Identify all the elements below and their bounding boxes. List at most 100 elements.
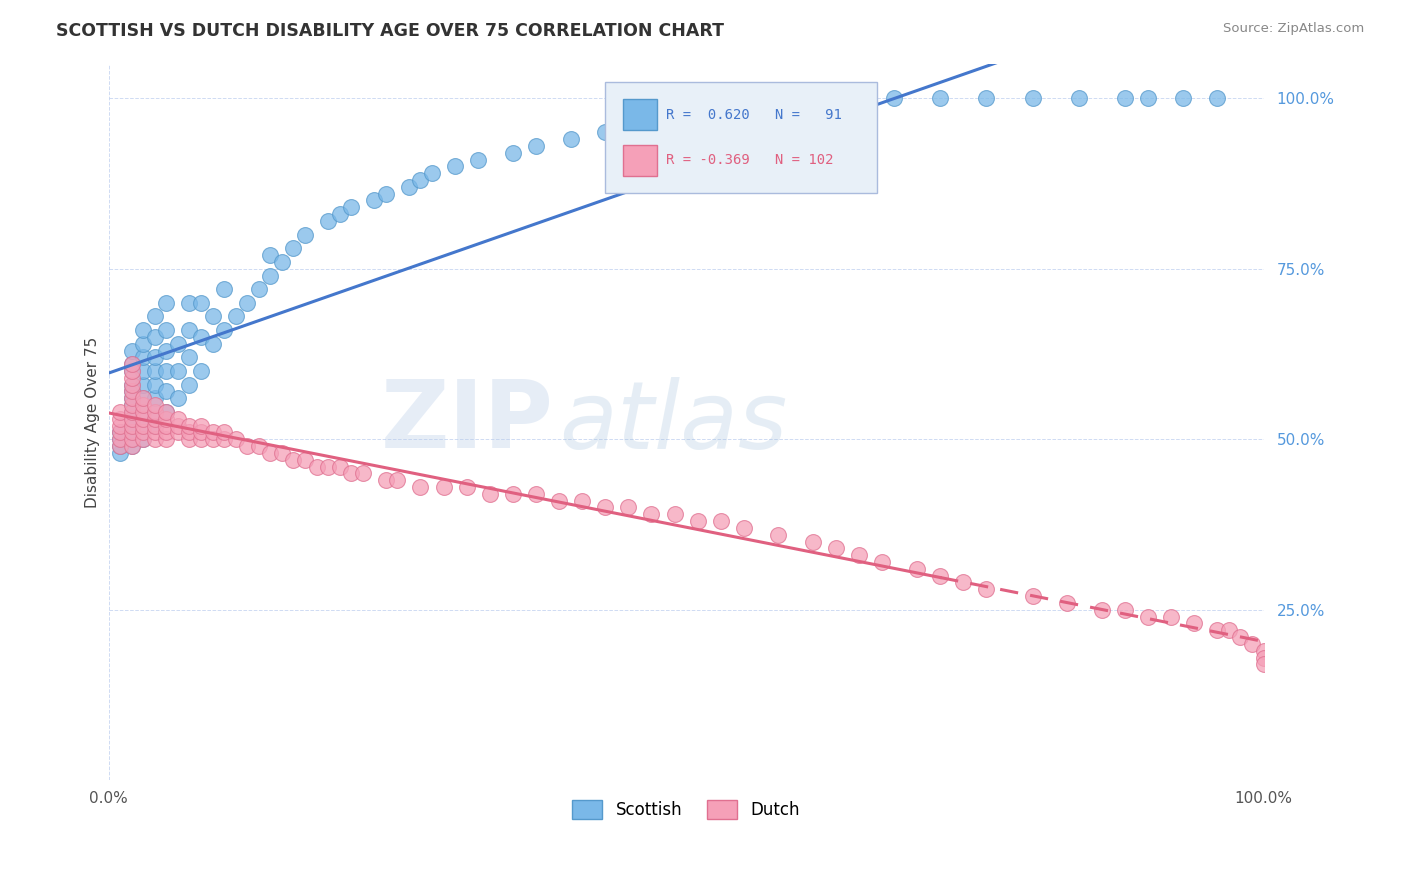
Point (121, 411, 143, 425)
Point (212, 425, 235, 440)
Point (167, 418, 190, 433)
Point (155, 364, 177, 378)
Point (409, 480, 432, 494)
Point (329, 459, 352, 474)
Point (190, 418, 212, 433)
Point (132, 351, 155, 365)
Point (1229, 630, 1251, 644)
Point (132, 392, 155, 406)
Point (143, 418, 166, 433)
Point (179, 425, 201, 440)
Point (1137, 91, 1160, 105)
Point (1021, 589, 1043, 603)
Point (108, 432, 131, 446)
Point (108, 425, 131, 440)
Point (143, 398, 166, 412)
Point (132, 405, 155, 419)
Point (316, 459, 339, 474)
Point (524, 487, 547, 501)
Point (121, 343, 143, 358)
Bar (623, 145, 657, 176)
Point (121, 432, 143, 446)
Point (502, 487, 524, 501)
Point (825, 541, 848, 556)
Point (167, 392, 190, 406)
Point (1160, 609, 1182, 624)
Point (190, 432, 212, 446)
Point (167, 425, 190, 440)
Point (1091, 603, 1114, 617)
Point (132, 432, 155, 446)
Point (132, 432, 155, 446)
Point (190, 330, 212, 344)
Point (121, 377, 143, 392)
Point (155, 411, 177, 425)
Point (837, 91, 859, 105)
Point (143, 364, 166, 378)
Point (259, 248, 281, 262)
Point (768, 527, 790, 541)
Point (1253, 657, 1275, 672)
Legend: Scottish, Dutch: Scottish, Dutch (565, 793, 807, 826)
Point (121, 405, 143, 419)
Point (340, 467, 363, 481)
Point (733, 521, 755, 535)
Point (132, 418, 155, 433)
Point (225, 310, 247, 324)
Point (132, 364, 155, 378)
Point (283, 452, 305, 467)
Point (155, 343, 177, 358)
Point (108, 425, 131, 440)
Point (236, 295, 259, 310)
Point (143, 418, 166, 433)
Point (167, 411, 190, 425)
Point (155, 384, 177, 399)
Point (121, 357, 143, 371)
Point (1253, 643, 1275, 657)
Point (247, 282, 270, 296)
Point (132, 377, 155, 392)
Point (190, 425, 212, 440)
Point (675, 112, 697, 126)
Point (294, 227, 316, 242)
Point (270, 446, 292, 460)
Point (929, 568, 952, 582)
Point (294, 452, 316, 467)
Point (167, 336, 190, 351)
Point (132, 398, 155, 412)
Point (593, 125, 616, 139)
Point (1067, 91, 1090, 105)
Point (121, 392, 143, 406)
Point (212, 323, 235, 337)
Point (432, 480, 454, 494)
Point (374, 186, 396, 201)
Point (1240, 637, 1263, 651)
Point (201, 425, 224, 440)
Point (121, 439, 143, 453)
Point (143, 411, 166, 425)
Point (640, 508, 662, 522)
Point (179, 432, 201, 446)
Point (548, 493, 571, 508)
Point (132, 405, 155, 419)
Text: atlas: atlas (560, 376, 787, 467)
Point (316, 214, 339, 228)
Point (201, 310, 224, 324)
Point (155, 425, 177, 440)
Point (1218, 624, 1240, 638)
Point (374, 473, 396, 487)
Point (143, 392, 166, 406)
Point (121, 398, 143, 412)
Point (270, 255, 292, 269)
Point (155, 295, 177, 310)
Point (121, 398, 143, 412)
Point (502, 145, 524, 160)
Point (143, 405, 166, 419)
Point (363, 194, 385, 208)
Point (478, 487, 501, 501)
Point (1182, 616, 1205, 631)
Point (420, 166, 443, 180)
Point (976, 91, 998, 105)
Point (121, 377, 143, 392)
Point (1114, 91, 1136, 105)
